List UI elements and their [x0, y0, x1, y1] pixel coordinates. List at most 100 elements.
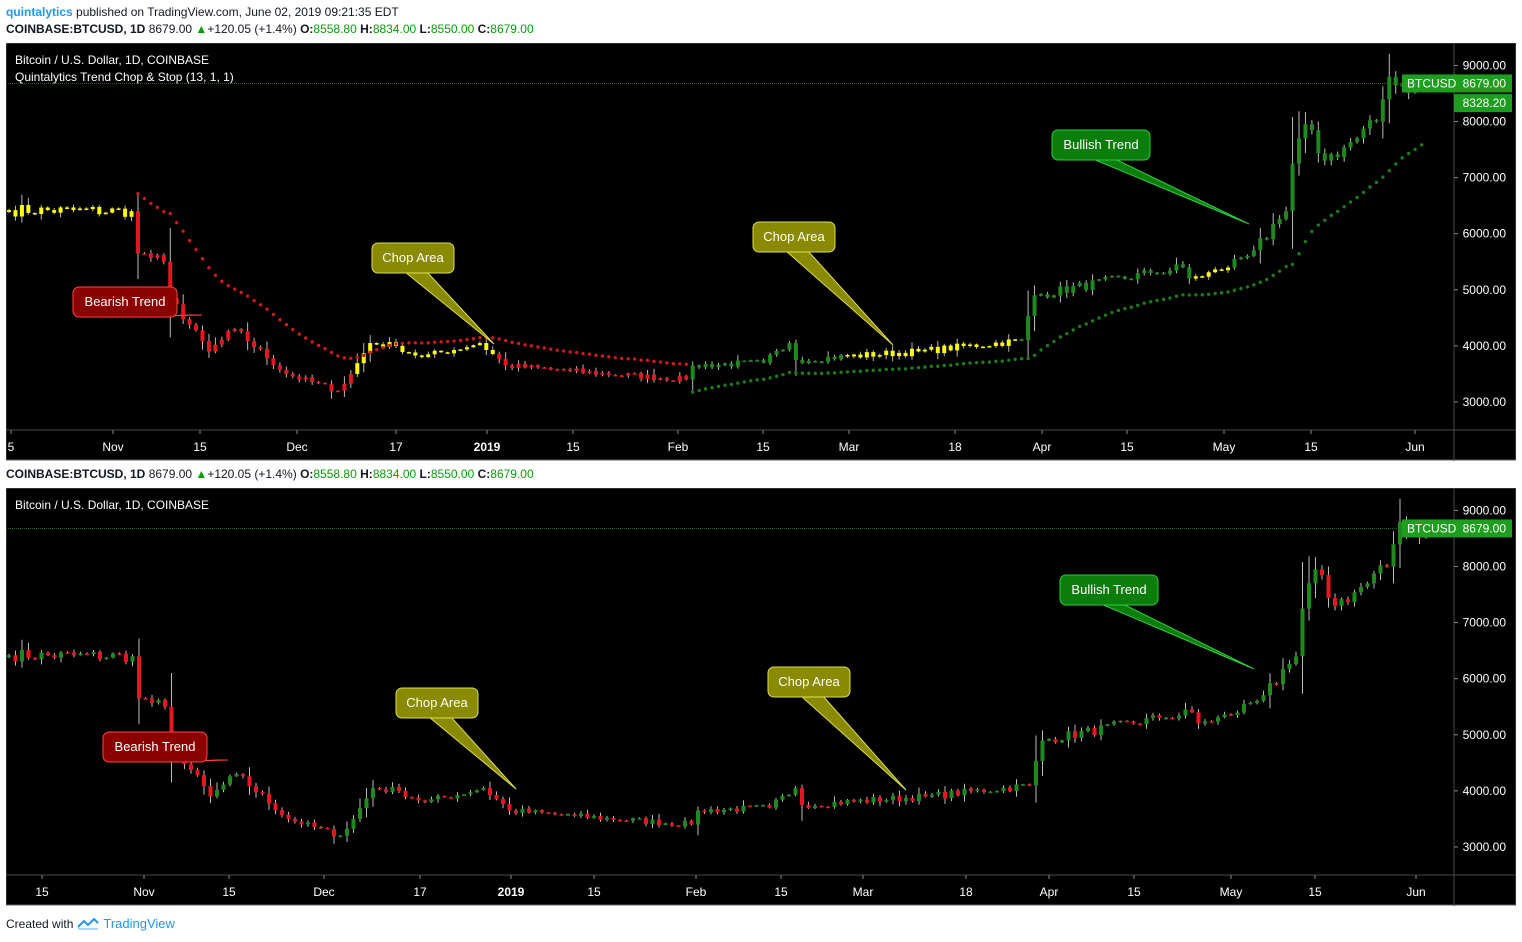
candle-body: [286, 814, 291, 819]
candle: [742, 360, 747, 363]
candle: [793, 339, 798, 376]
candle: [910, 342, 914, 360]
stop-dot: [1032, 353, 1037, 357]
stop-dot: [1219, 291, 1224, 295]
candle: [929, 344, 934, 352]
candle-body: [935, 346, 940, 354]
stop-dot: [175, 220, 179, 225]
stop-dot: [233, 287, 237, 291]
candle: [994, 790, 1000, 793]
candle: [130, 654, 135, 667]
candle-body: [1092, 727, 1097, 736]
candle: [1261, 690, 1266, 703]
candle-body: [1367, 120, 1372, 129]
candle-body: [419, 355, 424, 358]
candle: [664, 376, 669, 382]
candle: [7, 208, 11, 214]
candle-body: [942, 791, 948, 799]
candle: [1051, 294, 1056, 299]
candle: [1378, 560, 1383, 581]
candle: [936, 789, 941, 797]
candle-body: [1348, 141, 1353, 148]
stop-dot: [684, 362, 688, 367]
candle: [639, 371, 644, 382]
candle: [671, 380, 676, 382]
candle: [494, 791, 499, 801]
candle-body: [1189, 709, 1195, 713]
last-price-label: 8679.00: [1463, 76, 1507, 90]
candle-body: [213, 344, 218, 352]
candle: [1007, 785, 1013, 793]
candle-body: [591, 816, 597, 818]
candle: [877, 795, 883, 806]
stop-dot: [761, 377, 766, 381]
candle: [516, 360, 521, 372]
stop-dot: [220, 279, 224, 284]
candle: [1309, 120, 1314, 135]
stop-dot: [1007, 358, 1011, 362]
candle: [1274, 681, 1279, 686]
candle: [1001, 785, 1006, 793]
candle: [734, 806, 740, 814]
candle-body: [1059, 740, 1065, 743]
stop-dot: [387, 343, 392, 348]
candle: [477, 341, 482, 346]
candle: [1168, 267, 1172, 276]
candle: [962, 783, 967, 802]
candle: [169, 672, 174, 783]
candle-body: [929, 346, 934, 350]
candle-body: [826, 356, 831, 362]
candle: [201, 770, 207, 795]
tradingview-link[interactable]: TradingView: [103, 916, 175, 931]
candle-body: [1371, 573, 1377, 584]
candle-body: [1277, 218, 1282, 225]
candle-body: [452, 350, 457, 354]
candle: [845, 353, 850, 358]
candle-body: [396, 786, 402, 791]
high-value-2: 8834.00: [372, 467, 417, 481]
chart-panel-top[interactable]: 9000.00 8000.00 7000.00 6000.00 5000.00 4000.…: [6, 43, 1516, 461]
chart-panel-bottom[interactable]: 9000.00 8000.00 7000.00 6000.00 5000.00 4000.…: [6, 488, 1516, 906]
stop-dot: [678, 362, 682, 366]
candle: [975, 787, 980, 793]
change-value: +120.05 (+1.4%): [207, 22, 297, 36]
stop-dot: [1148, 300, 1153, 304]
callouts: Bearish Trend Chop Area Chop Area Bullish T…: [72, 129, 1250, 346]
candle-body: [1365, 583, 1370, 587]
candle-body: [716, 364, 721, 368]
candle: [368, 335, 373, 362]
stop-dot: [342, 356, 347, 360]
candle: [1306, 556, 1312, 621]
candle: [445, 351, 450, 354]
candle: [845, 799, 850, 806]
candle: [825, 805, 831, 809]
candle: [606, 371, 611, 378]
candle: [568, 367, 573, 373]
candle: [542, 367, 547, 369]
candle-body: [710, 364, 715, 368]
candle-body: [968, 788, 974, 792]
author-link[interactable]: quintalytics: [6, 5, 73, 19]
candle: [116, 207, 121, 211]
candle-body: [448, 797, 454, 799]
candle: [993, 340, 998, 348]
candle: [735, 355, 740, 369]
open-label: O:: [300, 22, 314, 36]
candle-body: [682, 820, 688, 827]
candle-body: [97, 206, 102, 215]
x-tick-label: 17: [389, 440, 403, 454]
stop-dot: [1374, 180, 1379, 185]
candle: [168, 227, 173, 338]
candle-body: [600, 372, 605, 375]
candle-body: [936, 791, 941, 795]
stop-dot: [974, 360, 979, 365]
candle: [1271, 213, 1276, 246]
candle: [1348, 137, 1353, 151]
candle: [299, 818, 304, 828]
candle: [1358, 582, 1364, 596]
candle-body: [71, 207, 76, 211]
stop-dot: [1071, 328, 1075, 332]
candle: [1264, 236, 1269, 241]
candle-body: [214, 789, 220, 797]
candle-body: [890, 350, 895, 357]
